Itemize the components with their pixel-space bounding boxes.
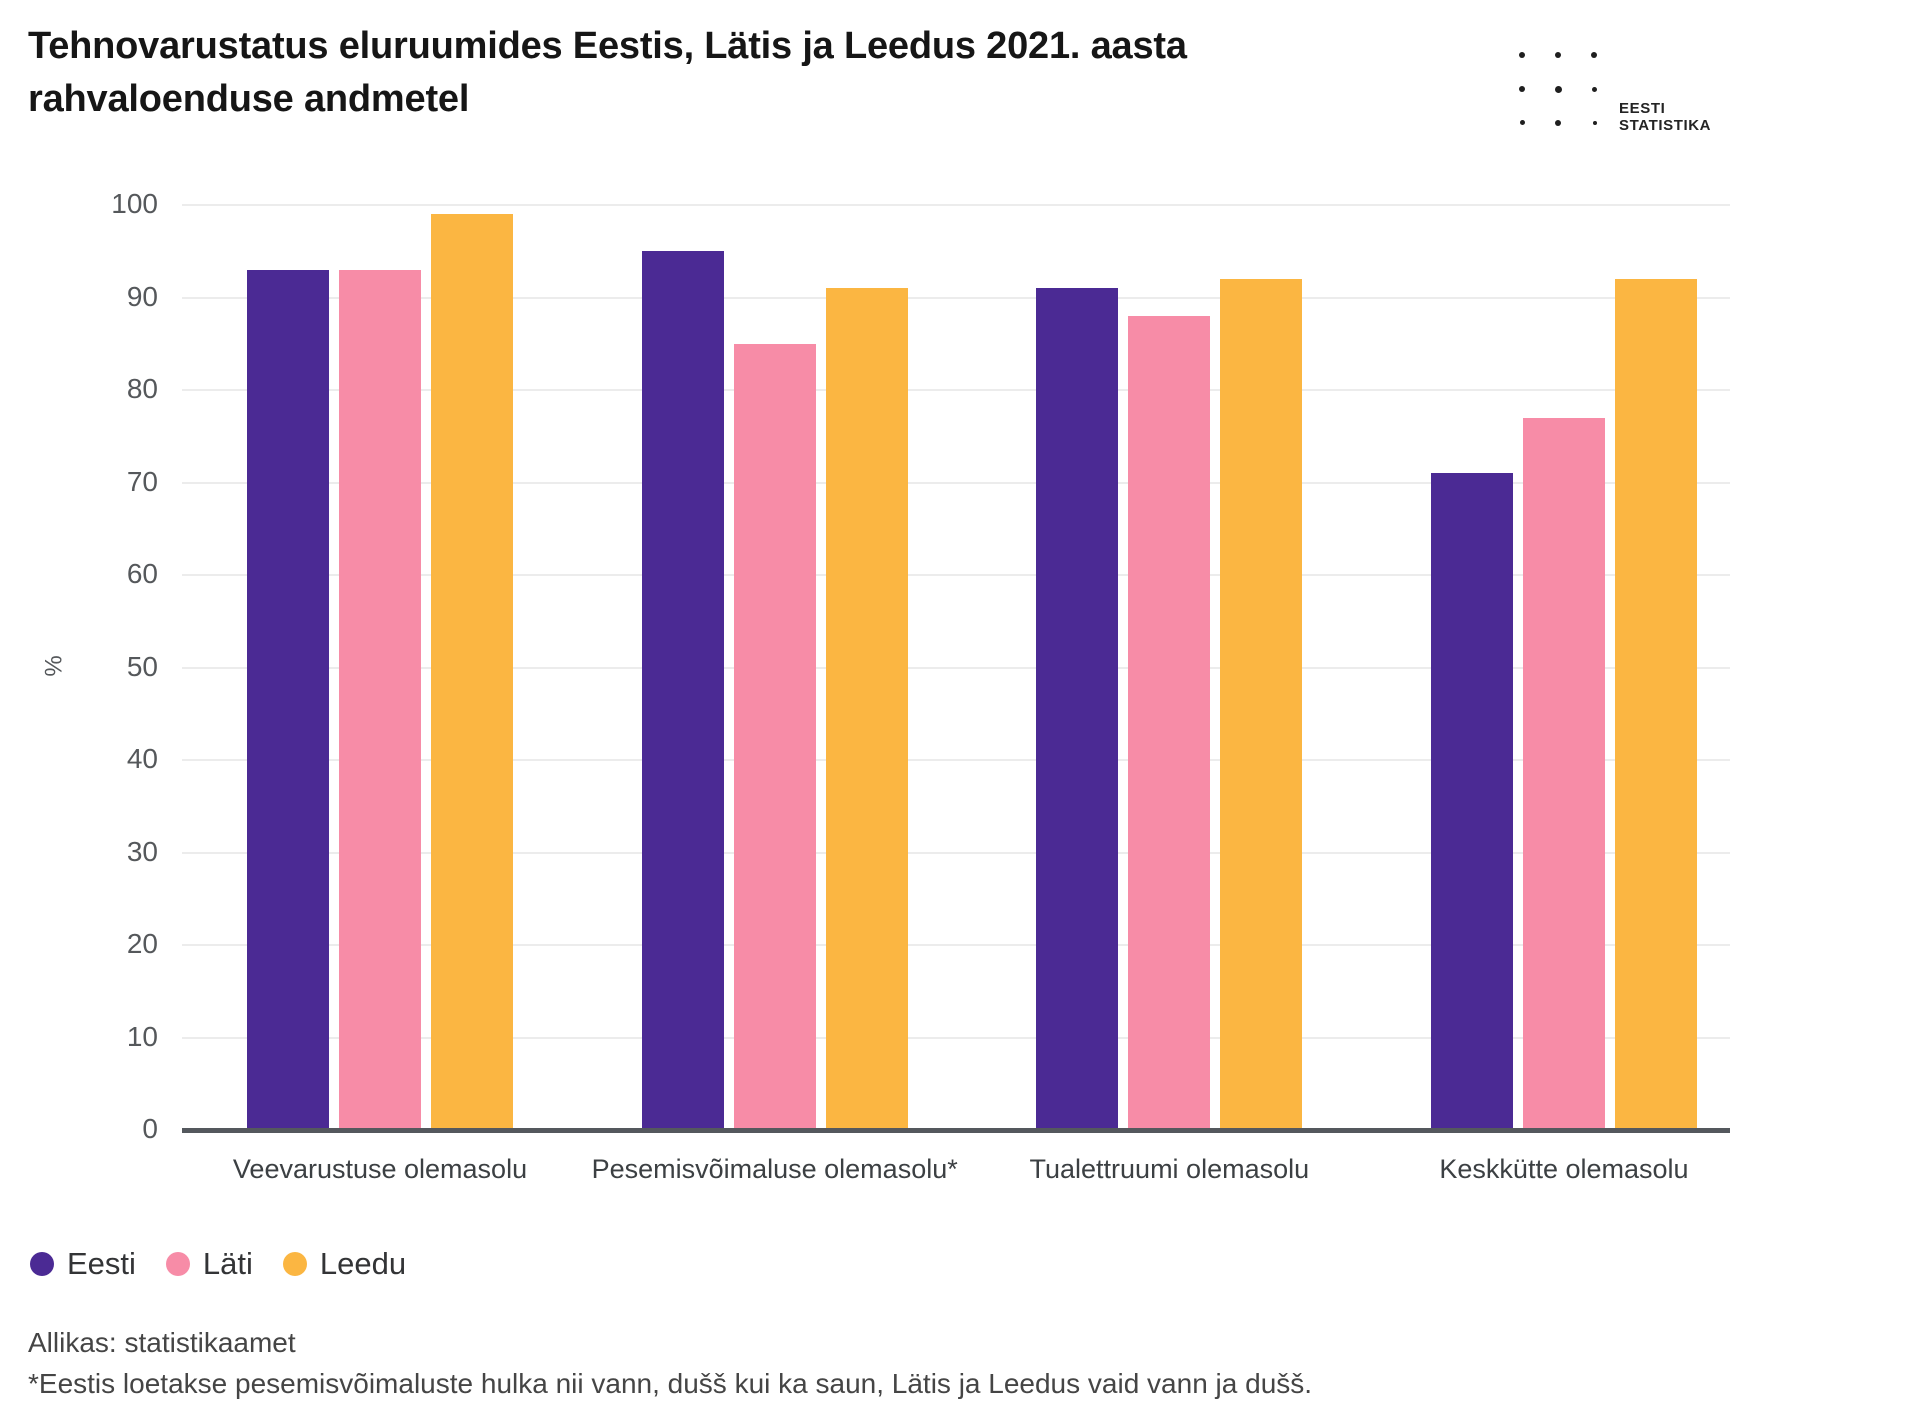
bar-eesti-4 [1430,473,1513,1130]
category-label-4: Keskkütte olemasolu [1439,1154,1689,1184]
bar-läti-4 [1522,417,1605,1130]
footer: Allikas: statistikaamet *Eestis loetakse… [28,1322,1312,1402]
y-tick-label-40: 40 [126,743,158,774]
logo-text: EESTI STATISTIKA [1619,100,1711,134]
bar-groups: Veevarustuse olemasolu Pesemisvõimaluse o… [182,205,1730,1184]
x-axis-line [182,1128,1730,1133]
legend-item-leedu: Leedu [282,1246,407,1282]
y-tick-label-50: 50 [126,650,158,682]
gridline-50 [182,666,1730,669]
legend-dot-icon [282,1252,307,1276]
legend: Eesti Läti Leedu [30,1246,406,1282]
gridline-90 [182,296,1730,299]
gridline-80 [182,389,1730,391]
bar-eesti-2 [641,251,724,1130]
bar-group-3: Tualettruumi olemasolu [1030,205,1309,1184]
legend-label: Eesti [67,1246,136,1281]
y-tick-label-30: 30 [126,835,158,867]
bar-chart-plot-area: Veevarustuse olemasolu Pesemisvõimaluse o… [182,204,1730,1184]
bar-group-4: Keskkütte olemasolu [1430,205,1697,1184]
bar-läti-3 [1128,316,1211,1130]
bar-läti-2 [733,343,816,1130]
eesti-statistika-logo: EESTI STATISTIKA [1513,44,1711,134]
legend-label: Leedu [319,1246,407,1281]
bar-leedu-1 [431,214,513,1130]
gridline-30 [182,851,1730,854]
bar-eesti-3 [1036,288,1119,1130]
bar-group-1: Veevarustuse olemasolu [233,205,527,1184]
gridline-10 [182,1036,1730,1039]
logo-line1: EESTI [1619,100,1666,117]
bar-leedu-4 [1614,279,1697,1130]
logo-dots-icon [1513,44,1605,132]
gridline-100 [182,204,1730,206]
legend-dot-icon [165,1252,190,1276]
y-tick-label-0: 0 [142,1113,158,1144]
logo-line2: STATISTIKA [1619,117,1712,134]
y-tick-label-100: 100 [111,188,158,219]
y-tick-label-80: 80 [126,373,158,404]
bar-leedu-2 [825,288,908,1130]
bar-leedu-3 [1220,279,1303,1130]
footnote: *Eestis loetakse pesemisvõimaluste hulka… [28,1368,1313,1399]
source-note: Allikas: statistikaamet [28,1327,296,1358]
category-label-1: Veevarustuse olemasolu [232,1154,528,1184]
category-label-3: Tualettruumi olemasolu [1029,1154,1310,1184]
gridline-70 [182,481,1730,484]
legend-label: Läti [202,1246,253,1281]
legend-item-läti: Läti [165,1246,253,1282]
legend-item-eesti: Eesti [30,1246,136,1282]
y-axis-tick-labels: 0 10 20 30 40 50 60 70 80 90 100 [60,188,158,1144]
y-tick-label-60: 60 [126,558,158,589]
bar-group-2: Pesemisvõimaluse olemasolu* [592,205,958,1184]
gridline-60 [182,574,1730,576]
y-tick-label-20: 20 [126,928,158,959]
y-tick-label-70: 70 [126,465,158,497]
gridline-20 [182,944,1730,946]
bar-eesti-1 [247,269,329,1130]
y-tick-label-90: 90 [126,280,158,312]
bar-läti-1 [339,269,421,1130]
category-label-2: Pesemisvõimaluse olemasolu* [591,1154,958,1184]
page-title: Tehnovarustatus eluruumides Eestis, Läti… [28,25,1187,120]
gridline-40 [182,759,1730,761]
legend-dot-icon [30,1252,54,1276]
y-tick-label-10: 10 [126,1020,158,1052]
